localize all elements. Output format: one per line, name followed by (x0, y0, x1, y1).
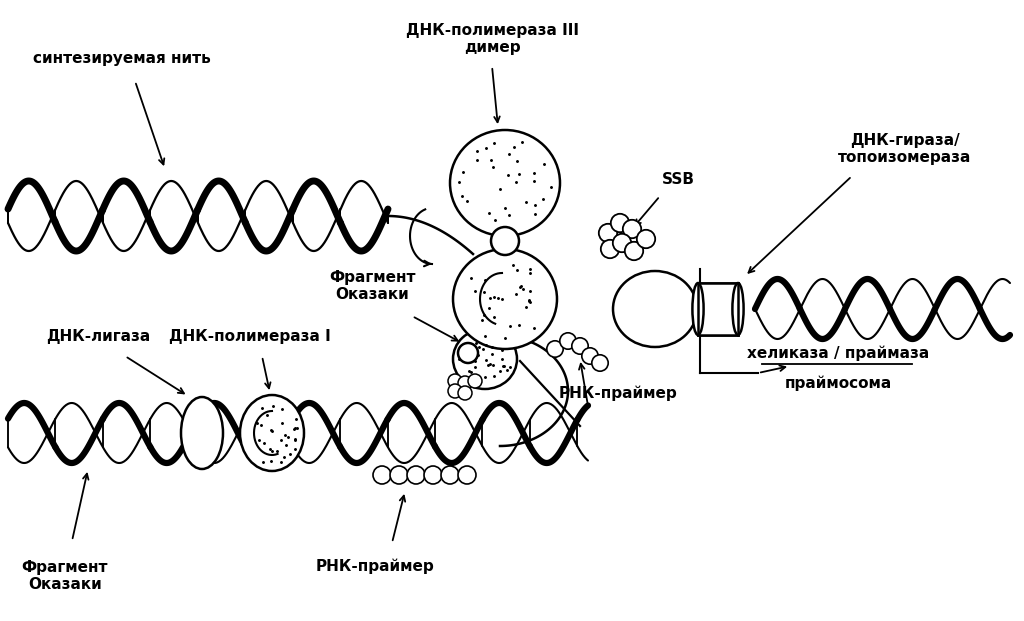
Text: хеликаза / праймаза: хеликаза / праймаза (746, 345, 929, 361)
Circle shape (441, 466, 459, 484)
Text: ДНК-полимераза I: ДНК-полимераза I (169, 329, 331, 343)
Circle shape (407, 466, 425, 484)
Ellipse shape (240, 395, 304, 471)
Circle shape (449, 374, 462, 388)
Circle shape (458, 376, 472, 390)
Circle shape (571, 338, 588, 354)
Circle shape (612, 233, 631, 252)
Ellipse shape (732, 283, 743, 335)
Circle shape (625, 242, 643, 260)
Circle shape (599, 224, 617, 242)
Circle shape (373, 466, 391, 484)
Circle shape (623, 220, 641, 238)
Text: ДНК-гираза/
топоизомераза: ДНК-гираза/ топоизомераза (839, 133, 972, 165)
Text: РНК-праймер: РНК-праймер (315, 558, 434, 574)
Circle shape (449, 384, 462, 398)
Text: Фрагмент
Оказаки: Фрагмент Оказаки (329, 270, 416, 302)
Circle shape (547, 341, 563, 357)
Text: синтезируемая нить: синтезируемая нить (33, 52, 211, 66)
Circle shape (601, 240, 620, 258)
Ellipse shape (490, 227, 519, 255)
Text: Фрагмент
Оказаки: Фрагмент Оказаки (22, 560, 109, 592)
Ellipse shape (458, 343, 478, 363)
Text: ДНК-лигаза: ДНК-лигаза (46, 329, 151, 343)
Ellipse shape (453, 329, 517, 389)
Circle shape (582, 348, 598, 364)
Circle shape (637, 230, 655, 248)
Circle shape (458, 466, 476, 484)
Circle shape (560, 333, 577, 349)
Text: РНК-праймер: РНК-праймер (559, 385, 677, 401)
Text: праймосома: праймосома (784, 375, 892, 391)
Circle shape (458, 386, 472, 400)
Ellipse shape (453, 249, 557, 349)
Ellipse shape (450, 130, 560, 236)
Circle shape (610, 214, 629, 232)
Circle shape (592, 355, 608, 371)
Ellipse shape (181, 397, 223, 469)
Text: ДНК-полимераза III
димер: ДНК-полимераза III димер (406, 23, 579, 55)
Circle shape (390, 466, 408, 484)
Circle shape (424, 466, 442, 484)
Ellipse shape (692, 283, 703, 335)
Bar (698, 283, 738, 335)
Bar (698, 283, 738, 335)
Circle shape (468, 374, 482, 388)
Text: SSB: SSB (662, 171, 695, 186)
Ellipse shape (613, 271, 697, 347)
